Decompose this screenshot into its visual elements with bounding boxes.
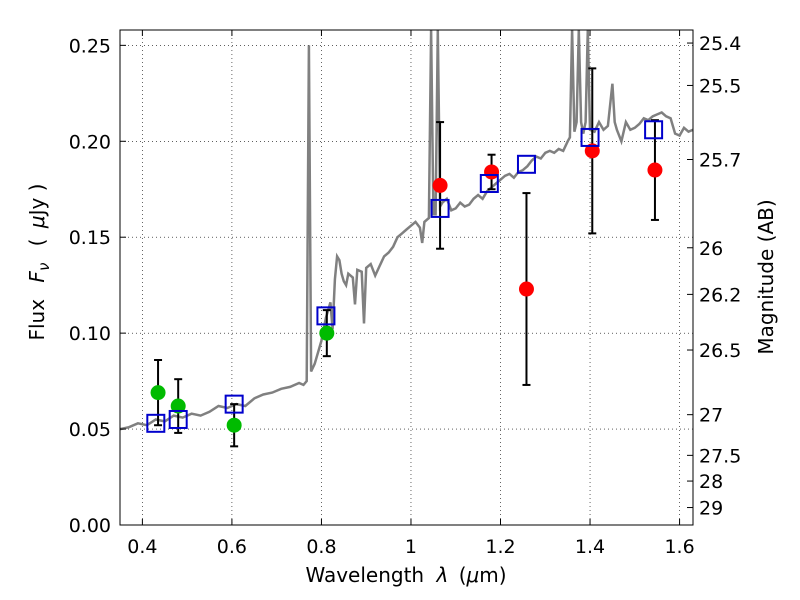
markers (146, 120, 664, 433)
grid (120, 30, 693, 526)
mag-tick-label: 26.5 (699, 340, 741, 362)
model-square-marker (580, 127, 600, 147)
mag-tick-label: 25.4 (699, 33, 741, 55)
red-observed-marker (518, 281, 534, 297)
model-square-marker (644, 120, 664, 140)
model-square-marker (168, 409, 188, 429)
model-square-marker (146, 413, 166, 433)
x-tick-label: 1.4 (575, 536, 605, 558)
y-tick-label: 0.20 (69, 131, 111, 153)
model-square-marker (224, 394, 244, 414)
red-observed-marker (484, 164, 500, 180)
model-square-marker (316, 306, 336, 326)
y-tick-label: 0.25 (69, 35, 111, 57)
y2-axis-title: Magnitude (AB) (754, 199, 778, 354)
red-observed-marker (584, 143, 600, 159)
x-tick-label: 1.2 (485, 536, 515, 558)
model-square-marker (430, 198, 450, 218)
axis-ticks: 0.4 0.6 0.8 1 1.2 1.4 1.6 0.00 0.05 0.10 0.15 0.20 0… (69, 30, 741, 558)
x-tick-label: 1 (405, 536, 417, 558)
red-observed-marker (647, 162, 663, 178)
y-tick-label: 0.15 (69, 227, 111, 249)
mag-tick-label: 27 (699, 405, 723, 427)
model-square-marker (516, 154, 536, 174)
model-square-marker (479, 173, 499, 193)
red-observed-marker (432, 177, 448, 193)
x-tick-label: 1.6 (664, 536, 694, 558)
mag-tick-label: 29 (699, 498, 723, 520)
green-observed-marker (170, 398, 186, 414)
green-observed-marker (226, 417, 242, 433)
y-tick-label: 0.05 (69, 419, 111, 441)
y-axis-title: Flux Fν ( μJy ) (25, 183, 54, 340)
mag-tick-label: 25.7 (699, 150, 741, 172)
y-tick-label: 0.00 (69, 515, 111, 537)
x-tick-label: 0.6 (217, 536, 247, 558)
model-spectrum-line (120, 30, 693, 431)
mag-tick-label: 26.2 (699, 284, 741, 306)
y-tick-label: 0.10 (69, 323, 111, 345)
x-axis-title: Wavelength λ (μm) (305, 563, 506, 587)
plot-frame (119, 29, 694, 526)
mag-tick-label: 27.5 (699, 445, 741, 467)
error-bars (154, 67, 659, 448)
mag-tick-label: 28 (699, 471, 723, 493)
x-tick-label: 0.4 (127, 536, 157, 558)
x-tick-label: 0.8 (306, 536, 336, 558)
mag-tick-label: 25.5 (699, 75, 741, 97)
mag-tick-label: 26 (699, 238, 723, 260)
green-observed-marker (150, 385, 166, 401)
green-observed-marker (319, 325, 335, 341)
